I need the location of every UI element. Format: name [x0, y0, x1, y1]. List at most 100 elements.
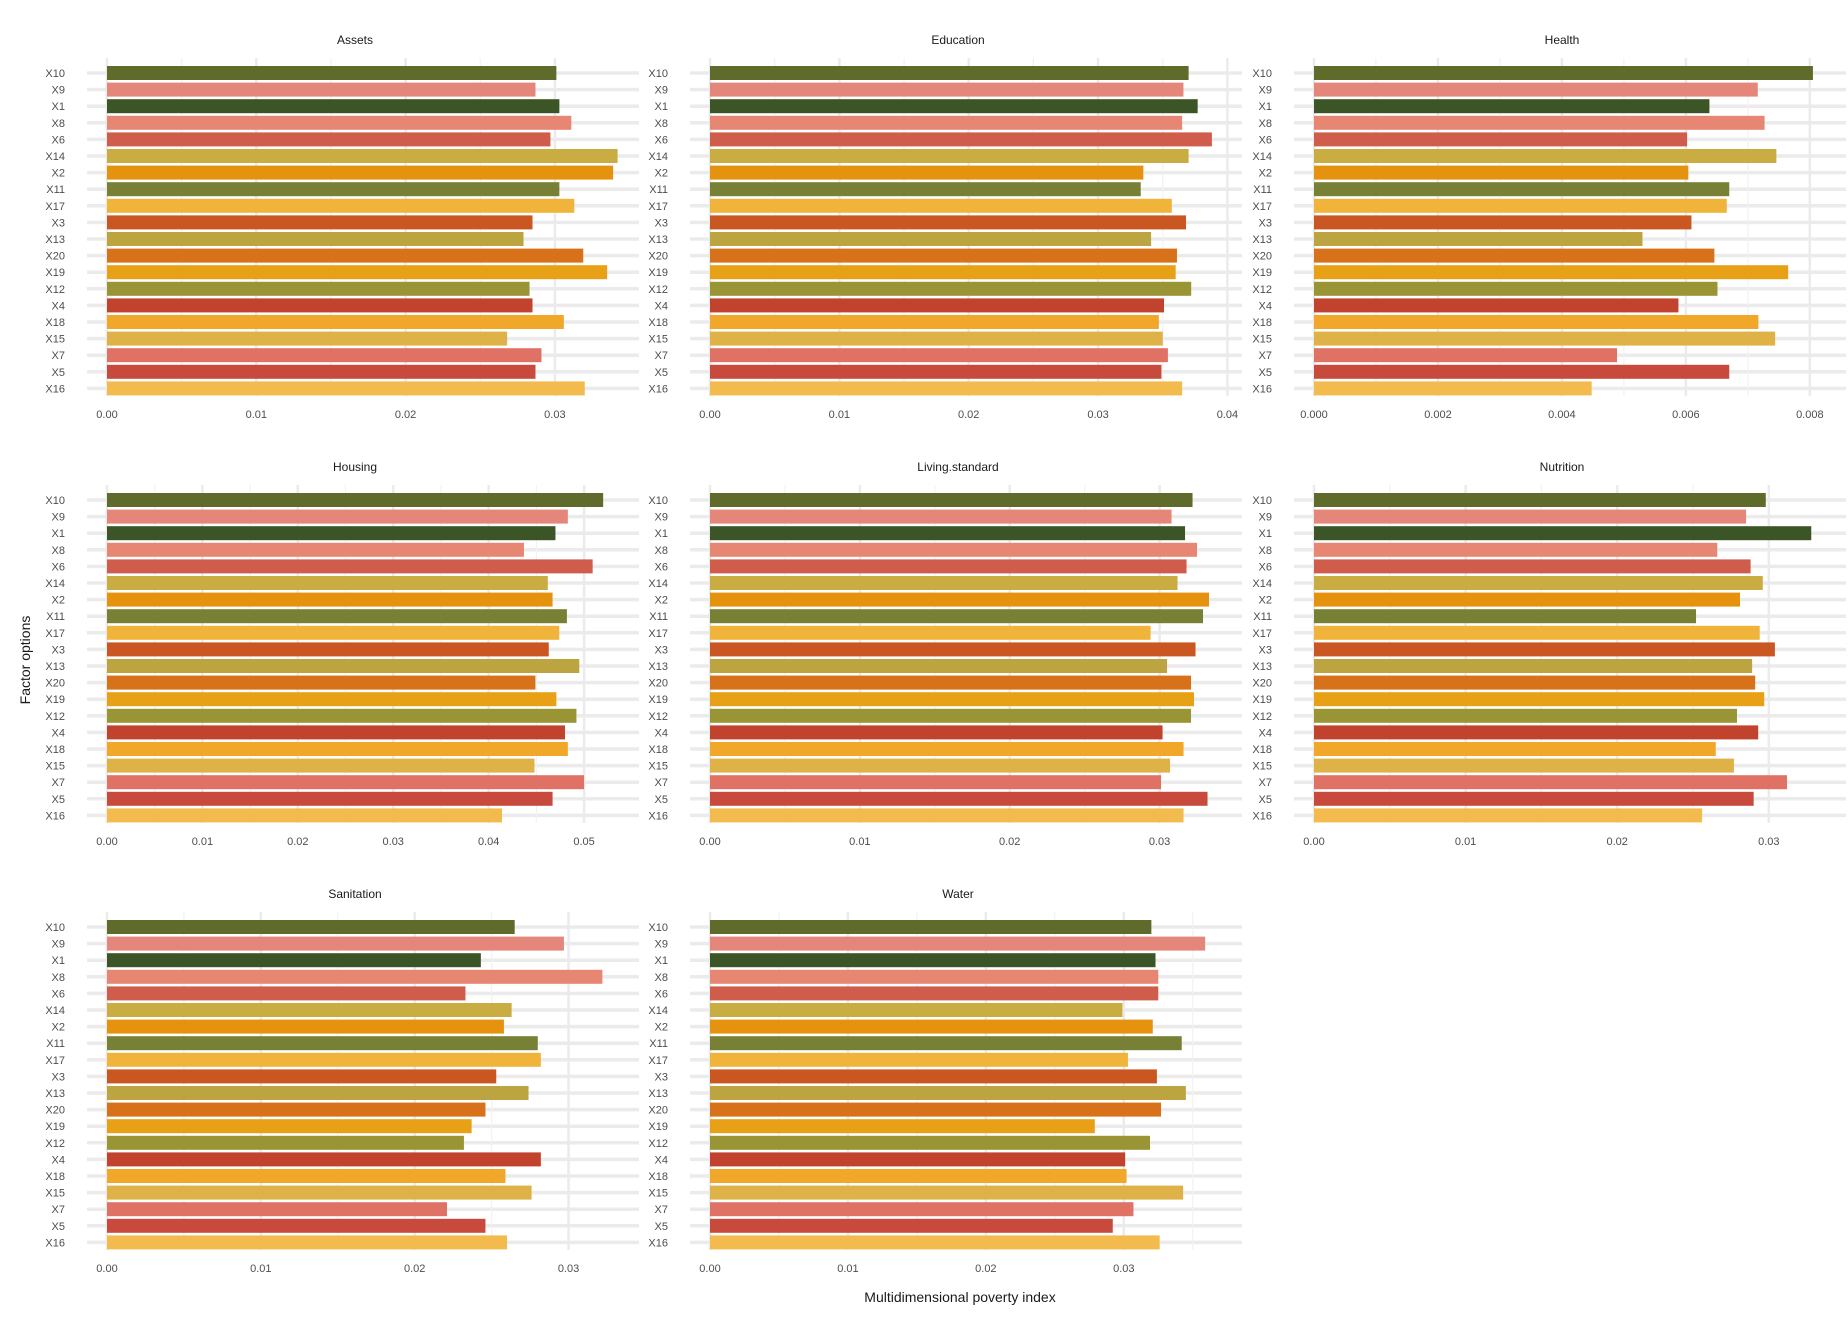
- y-tick-label: X13: [1252, 661, 1272, 673]
- y-tick-label: X14: [648, 578, 668, 590]
- bar-x1: [107, 953, 481, 968]
- bar-x5: [1314, 364, 1730, 379]
- bar-x16: [107, 1235, 507, 1250]
- bar-x17: [107, 198, 575, 213]
- bar-x3: [710, 642, 1196, 657]
- bar-x6: [710, 559, 1187, 574]
- bar-x18: [107, 742, 568, 756]
- y-tick-label: X10: [1252, 68, 1272, 80]
- y-tick-label: X10: [45, 68, 65, 80]
- bar-x8: [1314, 115, 1765, 130]
- bar-x15: [1314, 331, 1776, 346]
- y-tick-label: X9: [52, 939, 65, 951]
- bar-x17: [1314, 625, 1760, 640]
- x-tick-label: 0.02: [404, 1263, 425, 1275]
- bar-x1: [1314, 526, 1812, 541]
- facet-panel-water: X10 X9 X1 X8 X6 X14 X2 X11 X17 X3 X13 X20 X19 X12 X4 X1…: [648, 887, 1242, 1275]
- y-tick-label: X12: [45, 711, 65, 723]
- bar-x1: [1314, 99, 1710, 114]
- y-tick-label: X11: [649, 1038, 668, 1050]
- y-tick-label: X12: [648, 1138, 668, 1150]
- y-tick-label: X11: [1253, 184, 1272, 196]
- x-tick-label: 0.01: [246, 409, 267, 421]
- bar-x12: [107, 1135, 464, 1150]
- bar-x8: [710, 115, 1183, 130]
- y-tick-label: X2: [52, 168, 65, 180]
- bar-x9: [1314, 509, 1747, 524]
- y-tick-label: X6: [655, 134, 668, 146]
- bar-x11: [107, 1036, 538, 1051]
- bar-x15: [1314, 758, 1734, 773]
- y-tick-label: X16: [1252, 383, 1272, 395]
- y-tick-label: X10: [1252, 495, 1272, 507]
- facet-panel-nutrition: X10 X9 X1 X8 X6 X14 X2 X11 X17 X3 X13 X20 X19 X12 X4 X1…: [1252, 460, 1846, 848]
- y-tick-label: X20: [45, 251, 65, 263]
- bar-x17: [1314, 198, 1727, 213]
- y-tick-label: X6: [655, 988, 668, 1000]
- x-tick-label: 0.00: [96, 836, 117, 848]
- x-tick-label: 0.002: [1424, 409, 1452, 421]
- bar-x18: [710, 1169, 1127, 1183]
- y-tick-label: X14: [45, 151, 65, 163]
- bar-x10: [107, 66, 557, 80]
- y-tick-label: X1: [52, 955, 65, 967]
- x-tick-label: 0.03: [1149, 836, 1170, 848]
- bar-x5: [107, 791, 553, 806]
- y-tick-label: X17: [1252, 201, 1272, 213]
- bar-x4: [710, 298, 1165, 313]
- y-tick-label: X19: [45, 267, 65, 279]
- bar-x7: [107, 775, 585, 790]
- y-tick-label: X13: [648, 234, 668, 246]
- facet-panel-housing: X10 X9 X1 X8 X6 X14 X2 X11 X17 X3 X13 X20 X19 X12 X4 X1…: [45, 460, 639, 848]
- bar-x8: [710, 542, 1198, 557]
- bar-x1: [107, 526, 556, 541]
- x-tick-label: 0.03: [383, 836, 404, 848]
- bar-x4: [107, 1152, 541, 1167]
- y-tick-label: X18: [648, 1171, 668, 1183]
- x-tick-label: 0.02: [999, 836, 1020, 848]
- panel-title: Sanitation: [328, 887, 381, 901]
- y-tick-label: X9: [1259, 512, 1272, 524]
- x-tick-label: 0.02: [1606, 836, 1627, 848]
- facet-panel-assets: X10 X9 X1 X8 X6 X14 X2 X11 X17 X3 X13 X20 X19 X12 X4 X1…: [45, 33, 639, 421]
- x-tick-label: 0.006: [1672, 409, 1700, 421]
- y-tick-label: X14: [45, 578, 65, 590]
- y-tick-label: X5: [52, 1221, 65, 1233]
- bar-x5: [710, 1218, 1113, 1233]
- y-tick-label: X17: [1252, 628, 1272, 640]
- y-tick-label: X20: [45, 678, 65, 690]
- y-tick-label: X3: [52, 644, 65, 656]
- x-tick-label: 0.00: [699, 409, 720, 421]
- y-tick-label: X18: [648, 744, 668, 756]
- y-tick-label: X8: [52, 972, 65, 984]
- bar-x19: [710, 692, 1195, 707]
- x-tick-label: 0.00: [96, 1263, 117, 1275]
- y-tick-label: X17: [648, 628, 668, 640]
- bar-x20: [1314, 248, 1715, 263]
- bar-x4: [1314, 725, 1759, 740]
- x-tick-label: 0.03: [1758, 836, 1779, 848]
- bar-x15: [107, 758, 535, 773]
- y-tick-label: X15: [1252, 334, 1272, 346]
- x-tick-label: 0.00: [1303, 836, 1324, 848]
- facet-panel-education: X10 X9 X1 X8 X6 X14 X2 X11 X17 X3 X13 X20 X19 X12 X4 X1…: [648, 33, 1242, 421]
- y-tick-label: X2: [655, 168, 668, 180]
- bar-x18: [710, 742, 1184, 756]
- x-tick-label: 0.008: [1796, 409, 1824, 421]
- bar-x11: [710, 609, 1204, 624]
- bar-x15: [107, 331, 508, 346]
- x-tick-label: 0.04: [1217, 409, 1238, 421]
- y-tick-label: X13: [45, 234, 65, 246]
- bar-x14: [1314, 576, 1763, 590]
- y-tick-label: X11: [46, 1038, 65, 1050]
- y-tick-label: X16: [1252, 810, 1272, 822]
- bar-x8: [107, 542, 524, 557]
- bar-x4: [710, 725, 1163, 740]
- y-tick-label: X7: [655, 777, 668, 789]
- y-tick-label: X8: [655, 545, 668, 557]
- x-tick-label: 0.03: [558, 1263, 579, 1275]
- bar-x16: [1314, 381, 1592, 396]
- bar-x16: [710, 1235, 1160, 1250]
- bar-x13: [107, 232, 524, 246]
- panel-title: Assets: [337, 33, 373, 47]
